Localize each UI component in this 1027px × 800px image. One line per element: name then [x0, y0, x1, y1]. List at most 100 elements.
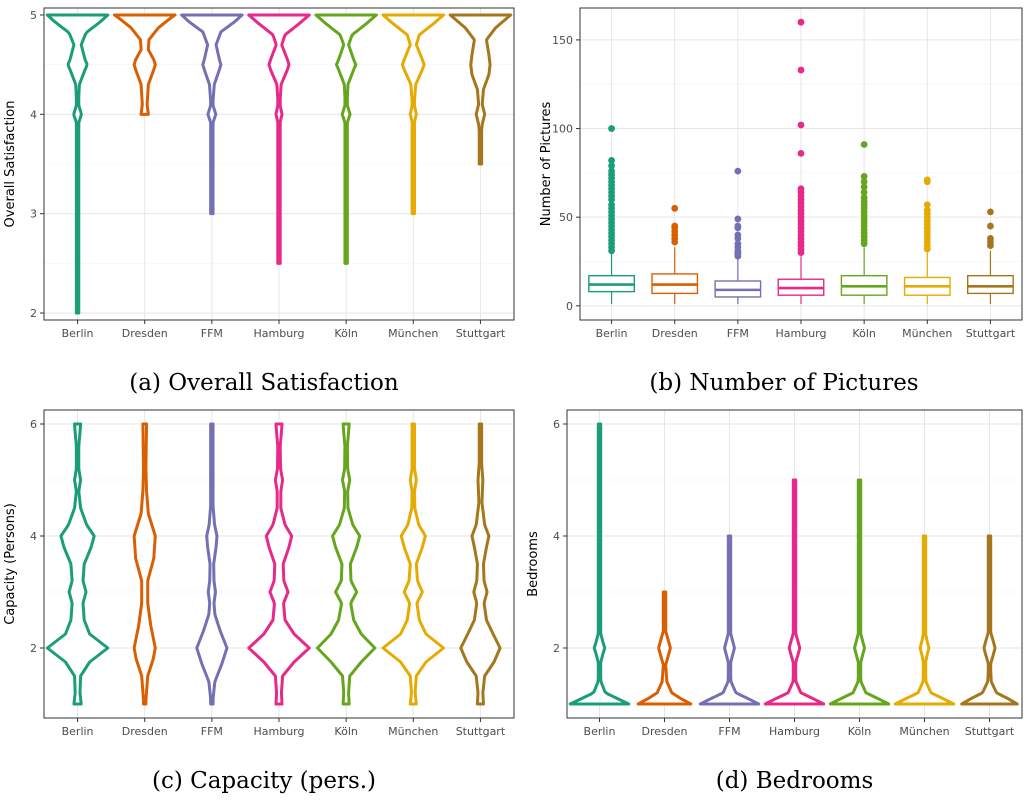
outlier-point-Hamburg [797, 185, 805, 193]
outlier-point-FFM [734, 231, 742, 239]
violin-FFM [180, 13, 244, 216]
x-tick-label: Stuttgart [966, 327, 1016, 340]
x-tick-label: Dresden [122, 327, 168, 340]
x-tick-label: Hamburg [254, 327, 305, 340]
x-tick-label: Hamburg [254, 725, 305, 738]
outlier-point-Berlin [608, 167, 615, 175]
violin-Berlin [45, 13, 110, 315]
y-axis-label: Capacity (Persons) [3, 503, 18, 625]
x-tick-label: Stuttgart [456, 725, 506, 738]
violin-Berlin [568, 422, 631, 706]
outlier-point-Stuttgart [987, 222, 994, 230]
x-tick-label: Stuttgart [965, 725, 1015, 738]
outlier-point-München [923, 201, 931, 209]
violin-FFM [195, 422, 229, 706]
y-tick-label: 4 [553, 530, 560, 543]
y-tick-label: 5 [30, 9, 37, 22]
outlier-point-Stuttgart [987, 235, 994, 242]
y-axis-label: Number of Pictures [539, 102, 554, 227]
violin-Hamburg [247, 13, 311, 265]
violin-Köln [315, 422, 377, 706]
x-tick-label: Köln [852, 327, 875, 340]
outlier-point-Hamburg [797, 121, 805, 129]
y-tick-label: 3 [30, 208, 37, 221]
x-tick-label: Berlin [62, 725, 94, 738]
y-tick-label: 0 [566, 300, 573, 313]
panel-caption: (d) Bedrooms [716, 768, 874, 794]
outlier-point-Hamburg [797, 18, 805, 26]
violin-München [381, 422, 445, 706]
violin-Hamburg [763, 478, 826, 706]
x-tick-label: Hamburg [776, 327, 827, 340]
outlier-point-Hamburg [797, 149, 805, 157]
violin-Dresden [132, 422, 157, 706]
outlier-point-München [923, 176, 931, 184]
x-tick-label: Berlin [62, 327, 94, 340]
y-tick-label: 4 [30, 530, 37, 543]
outlier-point-Köln [860, 183, 868, 191]
x-tick-label: Köln [848, 725, 871, 738]
violin-München [381, 13, 445, 216]
x-tick-label: München [902, 327, 952, 340]
outlier-point-FFM [734, 222, 742, 230]
panel-border [566, 409, 1023, 719]
outlier-point-Köln [860, 178, 868, 186]
outlier-point-Hamburg [797, 66, 805, 74]
outlier-point-FFM [734, 167, 742, 175]
x-tick-label: FFM [718, 725, 740, 738]
y-tick-label: 2 [30, 642, 37, 655]
violin-Stuttgart [448, 13, 513, 166]
x-tick-label: Dresden [122, 725, 168, 738]
x-tick-label: München [388, 725, 438, 738]
panel-caption: (c) Capacity (pers.) [152, 768, 376, 794]
panel-c: 2 4 6 Berlin Dresden FFM Hamburg Köln München Stu… [3, 409, 515, 794]
violin-Stuttgart [459, 422, 502, 706]
panel-d: 2 4 6 Berlin Dresden FFM Hamburg Köln München Stu… [526, 409, 1023, 794]
x-tick-label: Berlin [596, 327, 628, 340]
panel-a: 2 3 4 5 Berlin Dresden FFM Hamburg Köln München St… [3, 7, 515, 396]
violin-Dresden [636, 590, 693, 706]
outlier-point-FFM [734, 215, 742, 223]
outlier-point-Köln [860, 173, 868, 180]
outlier-point-Köln [860, 141, 868, 148]
x-tick-label: München [899, 725, 949, 738]
panel-b: 0 50 100 150 Berlin Dresden FFM Hamburg Köln Münc… [539, 7, 1023, 396]
violin-Stuttgart [960, 534, 1019, 706]
outlier-point-Berlin [608, 162, 615, 170]
panel-border [43, 409, 515, 719]
outlier-point-Berlin [608, 201, 615, 209]
x-tick-label: Köln [334, 725, 357, 738]
outlier-point-Dresden [671, 222, 679, 230]
x-tick-label: München [388, 327, 438, 340]
x-tick-label: Hamburg [769, 725, 820, 738]
panel-caption: (a) Overall Satisfaction [129, 370, 399, 396]
y-tick-label: 2 [553, 642, 560, 655]
violin-Dresden [113, 13, 177, 116]
y-tick-label: 150 [552, 34, 573, 47]
outlier-point-Dresden [671, 204, 679, 212]
panel-caption: (b) Number of Pictures [649, 370, 918, 396]
y-axis-label: Bedrooms [526, 531, 541, 597]
y-tick-label: 50 [559, 211, 573, 224]
violin-München [893, 534, 956, 706]
outlier-point-Köln [860, 194, 868, 202]
outlier-point-Köln [860, 188, 868, 196]
violin-Berlin [45, 422, 110, 706]
x-tick-label: Köln [334, 327, 357, 340]
outlier-point-Berlin [608, 157, 615, 164]
violin-Köln [314, 13, 378, 265]
x-tick-label: FFM [201, 327, 223, 340]
x-tick-label: Dresden [642, 725, 688, 738]
x-tick-label: FFM [727, 327, 749, 340]
x-tick-label: FFM [201, 725, 223, 738]
x-tick-label: Berlin [584, 725, 616, 738]
box-Stuttgart [966, 274, 1014, 295]
violin-Köln [828, 478, 891, 706]
y-tick-label: 6 [30, 418, 37, 431]
outlier-point-München [923, 206, 931, 214]
x-tick-label: Stuttgart [456, 327, 506, 340]
y-axis-label: Overall Satisfaction [3, 101, 18, 228]
outlier-point-Berlin [608, 125, 615, 132]
panel-border [579, 7, 1023, 321]
